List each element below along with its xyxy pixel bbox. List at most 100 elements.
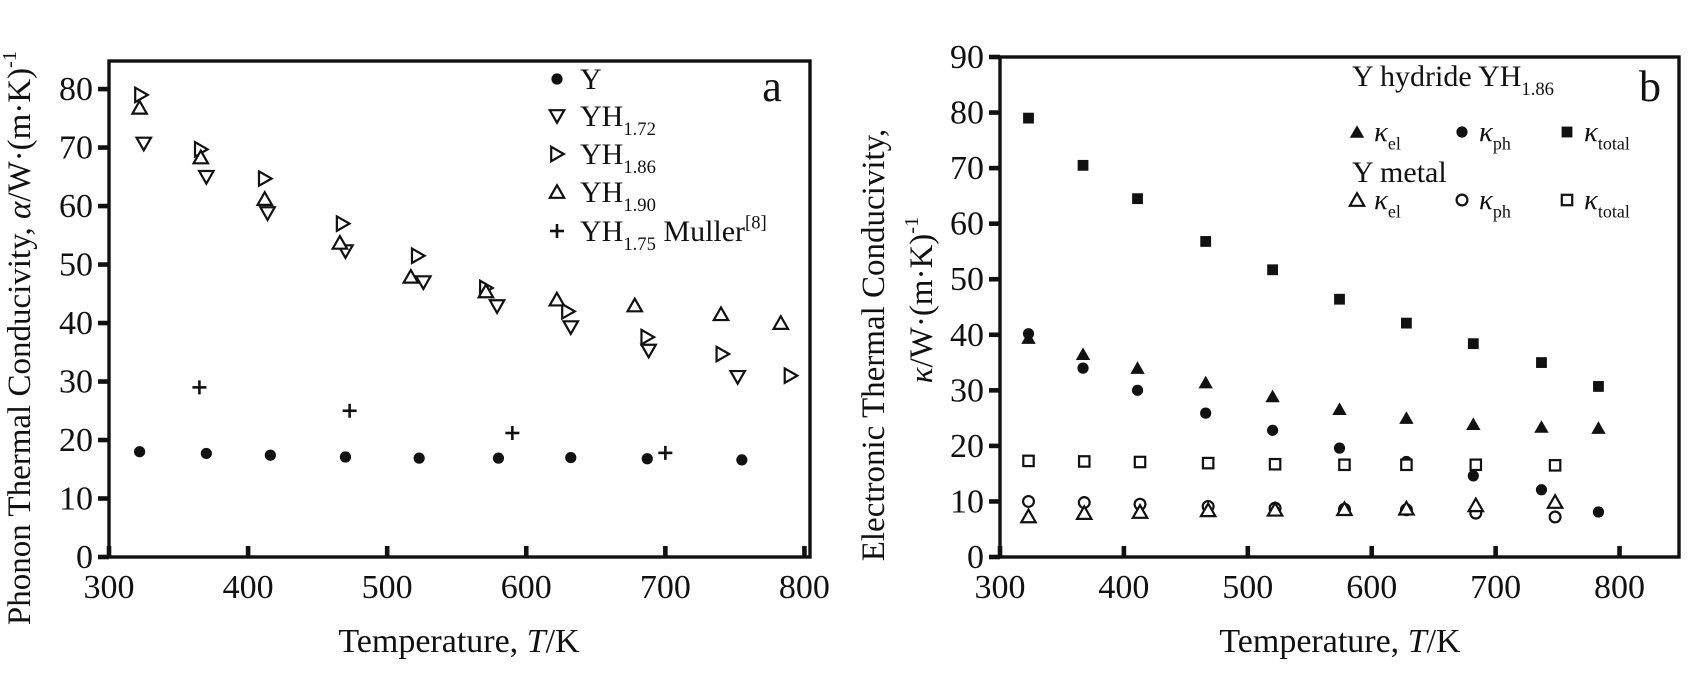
triangle-down-open-icon <box>547 109 567 126</box>
data-point <box>1534 420 1549 433</box>
x-tick-label: 300 <box>975 569 1026 606</box>
data-point <box>561 302 578 321</box>
y-tick-label: 70 <box>59 130 93 167</box>
series-b-2 <box>1022 328 1605 518</box>
data-point <box>1399 411 1414 424</box>
y-tick-label: 60 <box>59 188 93 225</box>
data-point <box>330 233 349 250</box>
legend-label: κtotal <box>1584 116 1630 154</box>
series-b-3 <box>1022 454 1562 472</box>
data-point <box>639 343 658 360</box>
data-point <box>1265 500 1285 517</box>
data-point <box>1548 510 1562 524</box>
y-tick-label: 10 <box>59 481 93 518</box>
data-point <box>1075 504 1094 521</box>
data-point <box>1333 442 1346 454</box>
y-axis-label: κ/W·(m·K)-1 <box>901 217 940 384</box>
square-open-icon <box>1560 193 1574 207</box>
data-point <box>1591 421 1606 434</box>
data-point <box>1198 375 1213 389</box>
series-a-3 <box>130 98 790 330</box>
legend-item: κph <box>1456 116 1511 154</box>
legend-item: YH1.75 Muller[8] <box>550 212 767 255</box>
triangle-up-open-icon <box>1347 190 1367 207</box>
legend-item: κel <box>1349 116 1401 154</box>
x-axis-label: Temperature, T/K <box>338 623 580 660</box>
data-point <box>1201 456 1215 470</box>
data-point <box>258 206 277 223</box>
x-axis-label: Temperature, T/K <box>1219 623 1461 660</box>
legend-label: Y <box>580 63 602 96</box>
data-point <box>342 403 357 418</box>
legend-label: κph <box>1479 116 1511 154</box>
panel-label: a <box>762 62 782 111</box>
x-tick-label: 500 <box>1222 569 1273 606</box>
data-point <box>1132 193 1143 205</box>
legend-item: κtotal <box>1560 184 1630 222</box>
data-point <box>561 320 580 337</box>
data-point <box>1075 347 1091 361</box>
data-point <box>1266 424 1279 436</box>
triangle-up-filled-icon <box>1349 125 1365 138</box>
legend-item: YH1.86 <box>550 138 656 178</box>
data-point <box>335 214 352 233</box>
y-tick-label: 0 <box>967 539 984 576</box>
legend-label: κph <box>1479 184 1511 222</box>
y-axis-label: Phonon Thermal Conducivity, α/W·(m·K)-1 <box>0 51 38 625</box>
data-point <box>658 445 673 460</box>
data-point <box>565 451 577 464</box>
circle-open-icon <box>1455 193 1469 207</box>
data-point <box>134 136 153 153</box>
x-tick-label: 500 <box>362 569 413 606</box>
triangle-up-open-icon <box>547 182 567 199</box>
data-point <box>1466 496 1485 513</box>
axes: 0 10 20 30 40 50 60 70 80 90 300 400 500 600 700 800 <box>950 39 1681 606</box>
data-point <box>1545 492 1565 509</box>
x-tick-label: 800 <box>779 569 830 606</box>
data-point <box>1200 407 1212 419</box>
data-point <box>1022 454 1035 468</box>
x-tick-label: 600 <box>1346 569 1397 606</box>
data-point <box>783 366 800 385</box>
data-point <box>736 454 748 466</box>
y-tick-label: 10 <box>950 483 984 520</box>
data-point <box>257 169 274 188</box>
square-filled-icon <box>1561 126 1573 138</box>
data-point <box>487 299 507 316</box>
data-point <box>1467 338 1479 350</box>
series-a-4 <box>192 380 673 460</box>
data-point <box>1131 384 1144 396</box>
data-point <box>1469 458 1483 472</box>
data-point <box>1199 501 1218 518</box>
y-tick-label: 70 <box>950 150 984 187</box>
series-a-0 <box>133 446 748 466</box>
data-point <box>1400 458 1413 472</box>
legend-label: YH1.90 <box>580 176 656 216</box>
data-point <box>1335 500 1354 517</box>
y-tick-label: 50 <box>950 261 984 298</box>
data-point <box>192 380 207 395</box>
y-tick-label: 80 <box>950 95 984 132</box>
data-point <box>255 190 274 206</box>
axes: 0 10 20 30 40 50 60 70 80 300 400 500 600 700 800 <box>59 59 830 606</box>
data-point <box>1133 455 1147 469</box>
chart-b: 0 10 20 30 40 50 60 70 80 90 300 400 500 600 700 800 Tem… <box>856 39 1681 660</box>
data-point <box>1535 484 1548 496</box>
data-point <box>492 452 505 464</box>
y-tick-label: 0 <box>76 539 93 576</box>
y-tick-label: 50 <box>59 247 93 284</box>
y-tick-label: 40 <box>59 305 93 342</box>
data-point <box>1130 361 1145 374</box>
data-point <box>476 282 496 299</box>
data-point <box>1019 507 1038 524</box>
data-point <box>1022 328 1035 340</box>
data-point <box>1267 264 1278 276</box>
data-point <box>134 85 151 105</box>
data-point <box>401 267 420 284</box>
data-point <box>1536 357 1547 368</box>
y-tick-label: 30 <box>950 372 984 409</box>
data-point <box>1548 459 1562 472</box>
